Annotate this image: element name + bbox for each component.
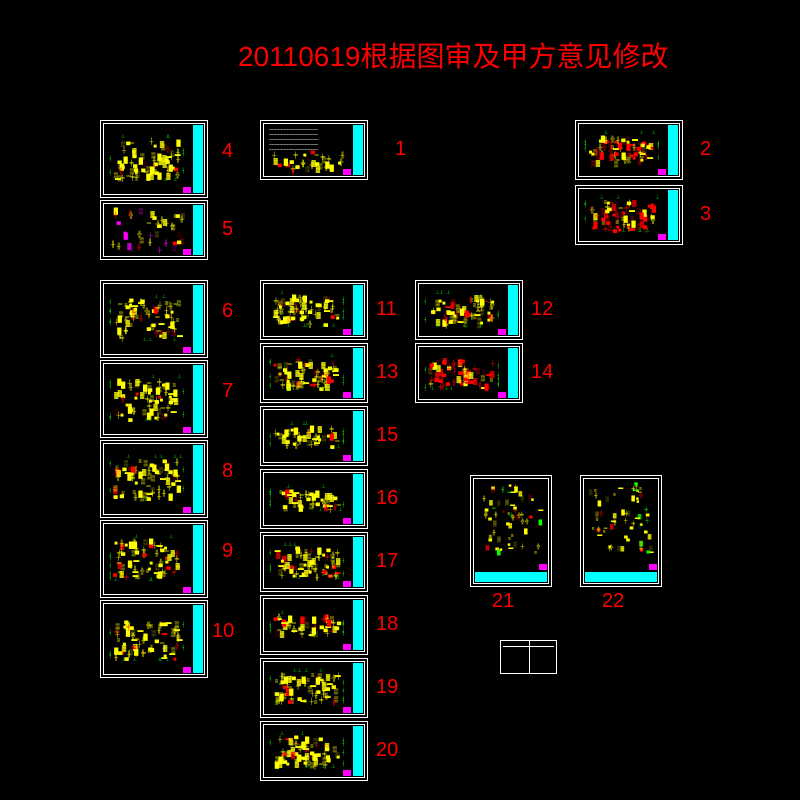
drawing-sheet: ╪╫▄▒╪▬■▒█╫▒▬■█═■╪█▄≡■═▬■▓░▓■═▒██┼■▄■█┼▄╪… bbox=[100, 360, 208, 438]
drawing-sheet: ▒▓≡≡╪╬▄▒╪■■▒▀╬≡▬■▀═■╫█▄≡█═▬■▓░▓■═▒▀█┼█▄■… bbox=[575, 185, 683, 245]
sheet-number: 13 bbox=[376, 361, 398, 384]
sheet-number: 9 bbox=[222, 540, 233, 563]
drawing-sheet: █╫≡╫≡■■▓░▀┼╬╪▒╫╪▓≡┼╫▓╬╫╬╪╫■▓▀▓▓░▀▬▒═≡■╪▄… bbox=[260, 532, 368, 592]
sheet-number: 3 bbox=[700, 203, 711, 226]
page-title: 20110619根据图审及甲方意见修改 bbox=[238, 35, 669, 75]
cad-sheet-index: 20110619根据图审及甲方意见修改 ────────────────────… bbox=[0, 0, 800, 800]
sheet-number: 21 bbox=[492, 590, 514, 613]
drawing-sheet: ░░╪▓■≡■▓▒▓┼╫▬▀╪▬▄╫╬░█╬┼▀░≡░┼░╬■▓■▬█▄╪╪═≡… bbox=[580, 475, 662, 587]
drawing-sheet: ▀▬▓▄≡┼▓▓┼█╬≡≡▀▬▀╫▬░▬█▄█≡░▒╫═▒▬▄▓≡╫≡╬╫▄▀┼… bbox=[260, 658, 368, 718]
sheet-number: 12 bbox=[531, 298, 553, 321]
drawing-sheet: ═▄▓██≡■▓▄▬≡═░╬╬▓≡░▒█╫═╬▒■■╫▀■═╫▄▓■╬▒░░▒▬… bbox=[415, 280, 523, 340]
sheet-number: 11 bbox=[376, 298, 397, 321]
drawing-sheet: ╪═╪▀█░▄▒╫▄█▓▒▒▒░═░█╪▓██═╪╪▄▄≡╫■█╫▒╫≡╫╫▒░… bbox=[100, 440, 208, 518]
drawing-sheet: ╫▬█═┼┼▒▓▓╪╪╫▬╬■≡■┼═╫╫░░╬■▬█▒▀■▬▀═╬▄■▓═╪■… bbox=[100, 520, 208, 598]
sheet-number: 10 bbox=[212, 620, 234, 643]
sheet-number: 7 bbox=[222, 380, 233, 403]
drawing-sheet: ≡▒▬▄▀█▒▒▄▒╪╬┼██▄▀▓╪▀■░▓▓▓▄╬░■┼░■█═╪┼▄▀▒╫… bbox=[100, 120, 208, 198]
drawing-sheet: ┼╪╬╪▀╪╬▒≡░═┼≡╬▄╫≡═▓▓╫╪╫▀■▬≡╫▄▀▀█▓╪╫≡≡▒▬■… bbox=[100, 280, 208, 358]
sheet-number: 20 bbox=[376, 739, 398, 762]
drawing-sheet: ▄█╬▬■═┼▓▀≡▓▬■▒≡▒▬▄▀█▒▒▄▒╪╬┼██▄▀▓╪▀■░▓▓▓▄… bbox=[260, 721, 368, 781]
sheet-number: 6 bbox=[222, 300, 233, 323]
drawing-sheet: ┼╬┼▀╫▄▒█▒╫░▒═╫≡░░╫┼╫═┼░╫▀▄█▄╫▓▒░╫▓▄╬╬╬▓■ bbox=[100, 200, 208, 260]
drawing-sheet: ■╪█■█╫╬▓╫╫▬▓▀▀▀▓▄▄╬┼█╪≡▬░▒▀▀≡█▒░■┼▬▓══▓┼… bbox=[260, 469, 368, 529]
drawing-sheet: ╬▀▬▓┼▀╬▓┼≡═≡═▒▄█▓■┼■▓╪╪≡╪╪╬▬▓┼╬▀▄┼░▬╪▀▀░… bbox=[260, 280, 368, 340]
sheet-number: 5 bbox=[222, 218, 233, 241]
sheet-number: 4 bbox=[222, 140, 233, 163]
sheet-number: 22 bbox=[602, 590, 624, 613]
sheet-number: 17 bbox=[376, 550, 398, 573]
sheet-number: 15 bbox=[376, 424, 398, 447]
drawing-sheet: ▄▀▄╪≡▄╬▓╬▬■░▒╬█╫█▒▬▀╫┼▒░▬▀▒▓╪≡█▓═≡≡╬■≡┼═… bbox=[470, 475, 552, 587]
drawing-sheet: ────────────────────────────────────────… bbox=[260, 120, 368, 180]
sheet-number: 1 bbox=[395, 138, 406, 161]
drawing-sheet: ═▓╬╬┼╬▄▓═▒▀▄╬▀▓┼╫≡▄▄██■░░▓┼▒╪▄╪▄≡▓▓▬▬▒╪╪… bbox=[260, 343, 368, 403]
drawing-sheet: ▒▄█╫▀▒■▒■≡▒■╪▒═╫╬═■▬▓═■╪╫≡█╬╫■▒■╫█┼╪▬▬■▓… bbox=[575, 120, 683, 180]
drawing-sheet: ▀═▬▒■░▄▓▬╪▀▀█╬░▬┼╫▒╬╫■═╪▬█═┼╬╪░░▓▓▬░██═▬… bbox=[260, 595, 368, 655]
sheet-number: 18 bbox=[376, 613, 398, 636]
sheet-number: 16 bbox=[376, 487, 398, 510]
drawing-sheet: ╬█≡┼█═┼▓▬█░█▓█┼╬▄╬╫═■▒▒╪▓░▬╫╬░═▀■▄╬▒■■▬╪… bbox=[100, 600, 208, 678]
sheet-number: 19 bbox=[376, 676, 398, 699]
legend-box bbox=[500, 640, 557, 674]
drawing-sheet: ▬▒▄≡██▓▓▒═╫╪▄▒▬══╬█▓▓▄▀▀╪╫▒╪░≡┼▄╫╬═▓┼┼▬░… bbox=[415, 343, 523, 403]
sheet-number: 8 bbox=[222, 460, 233, 483]
sheet-number: 2 bbox=[700, 138, 711, 161]
drawing-sheet: ■┼╪░┼▓┼▓█░▓■╫╬┼▀█■▬▒╫▒▓■■█░═▬╬≡▄═▀▓═▄╫▀▬… bbox=[260, 406, 368, 466]
sheet-number: 14 bbox=[531, 361, 553, 384]
